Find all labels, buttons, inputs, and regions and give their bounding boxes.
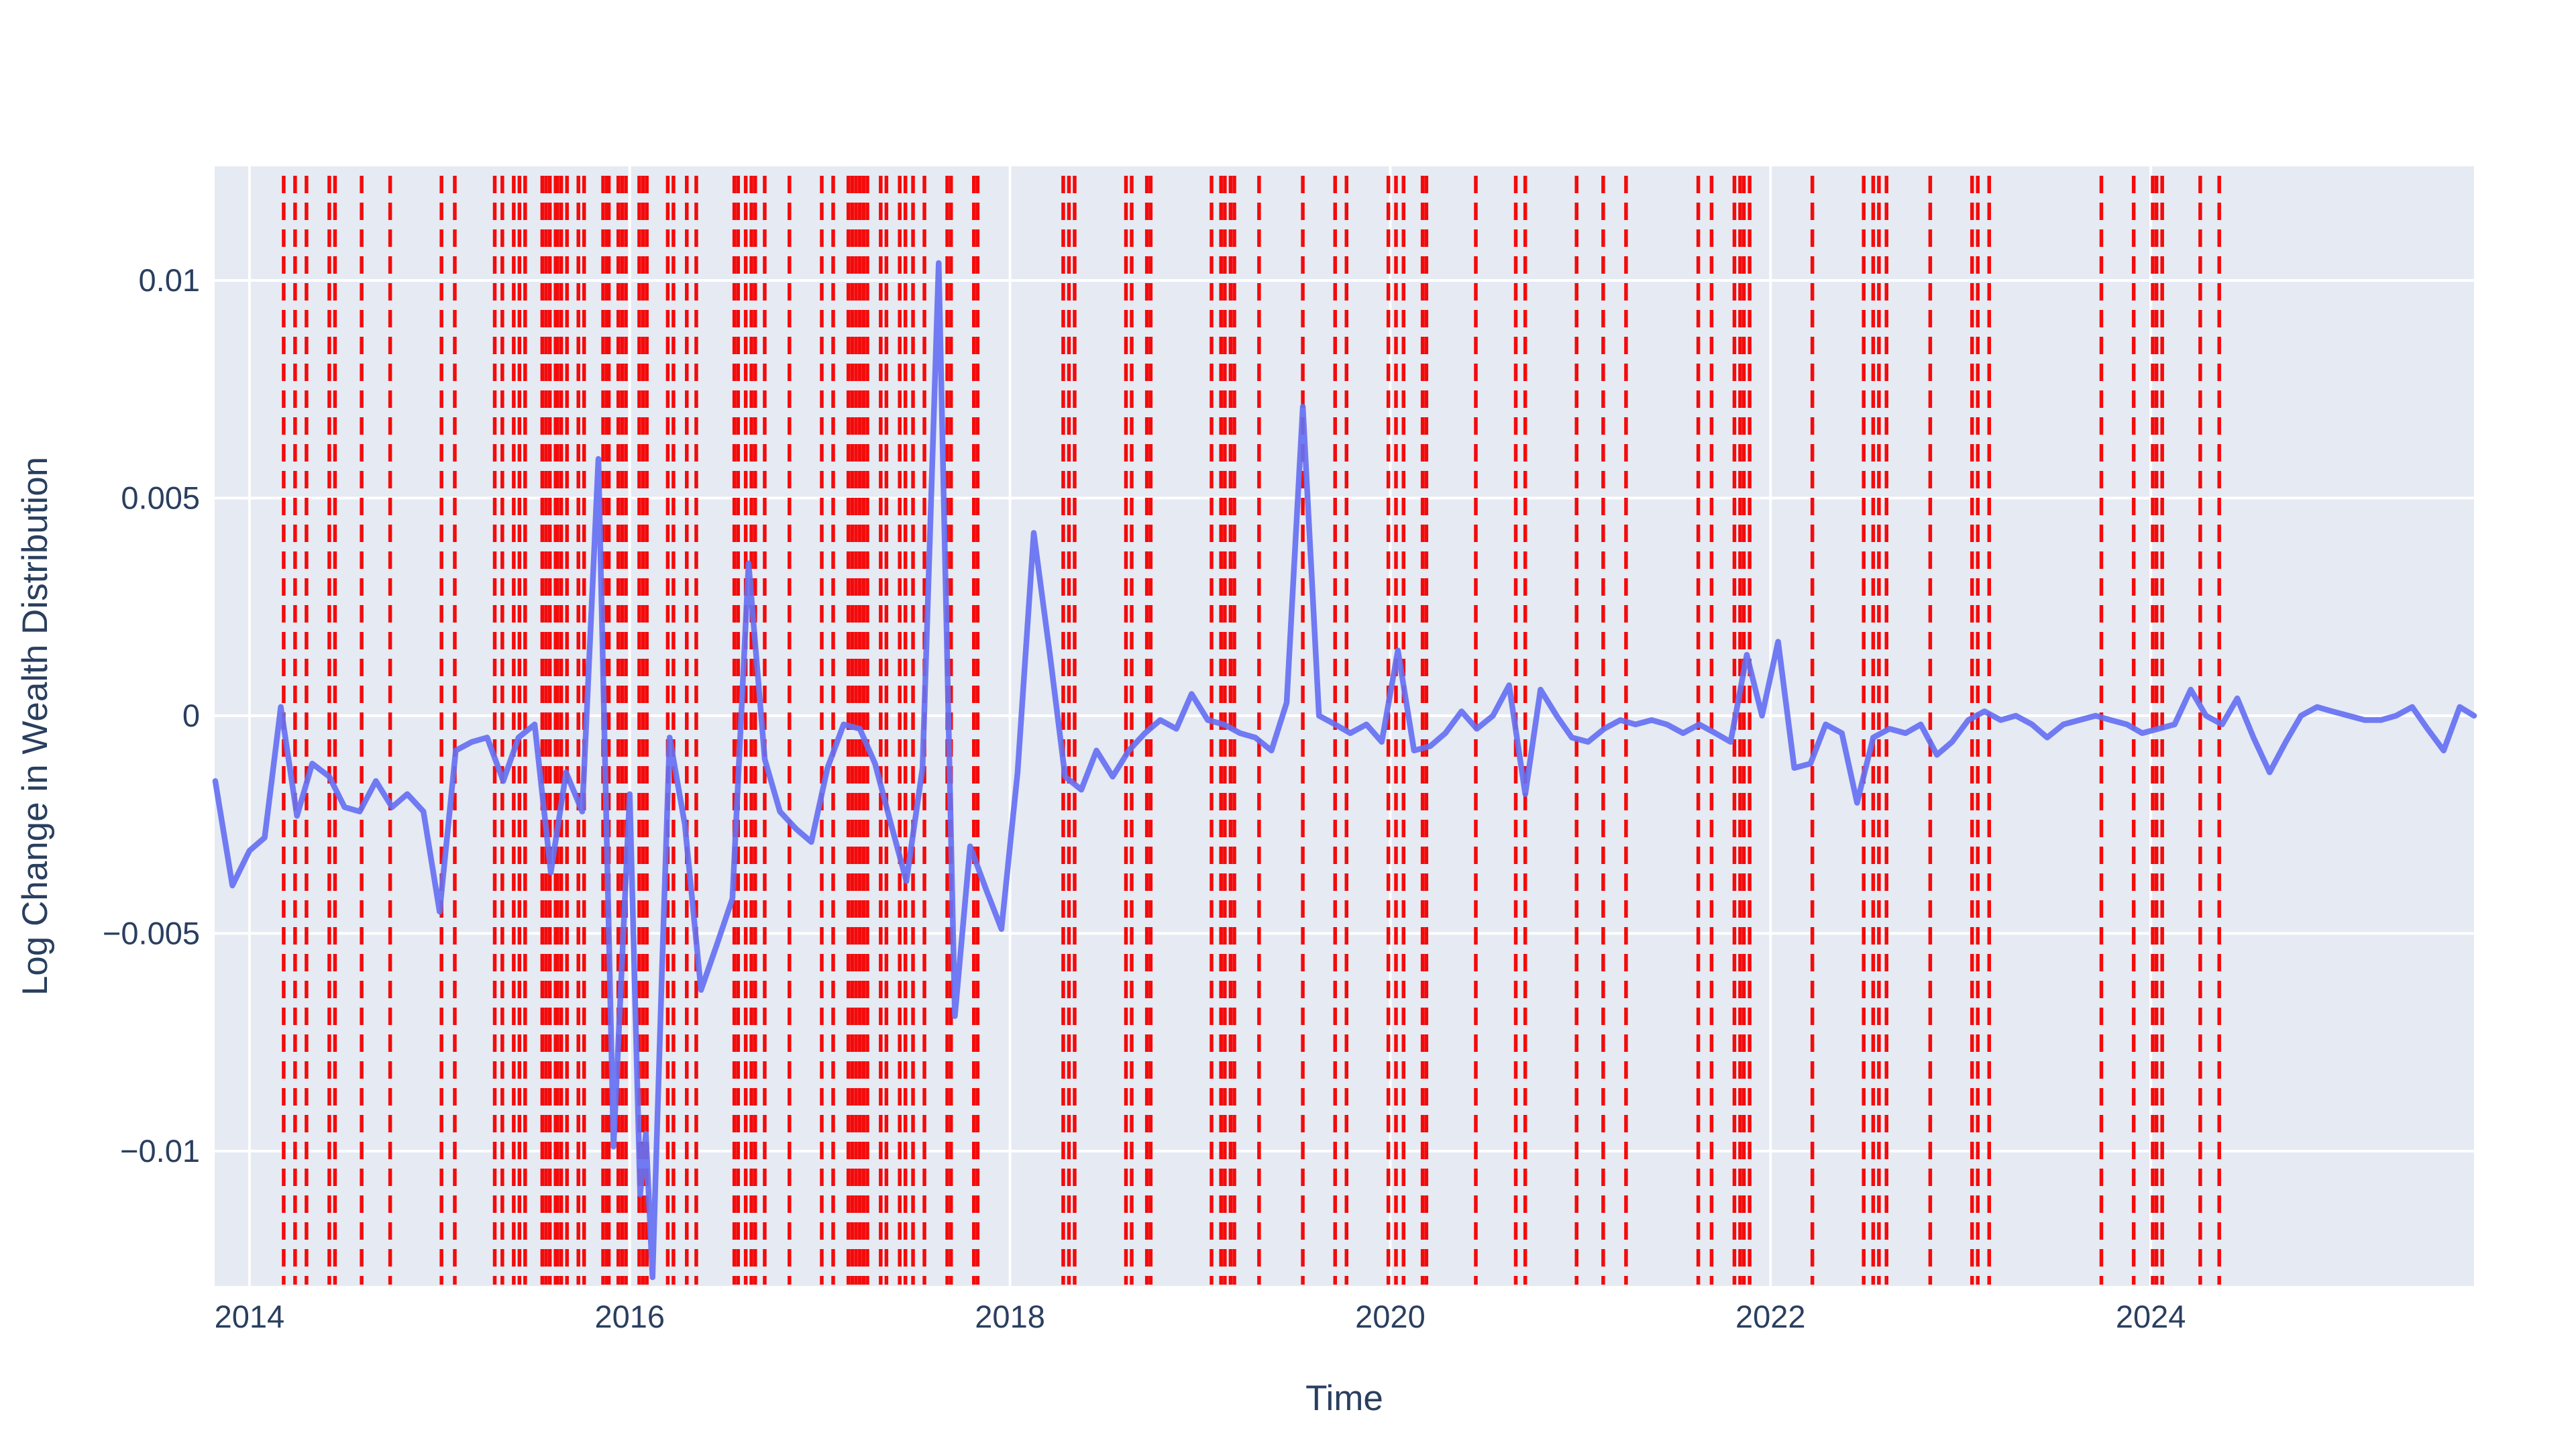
y-tick-0.01: 0.01 <box>139 262 200 298</box>
y-axis-title: Log Change in Wealth Distribution <box>15 457 55 996</box>
plot-area <box>215 166 2474 1286</box>
x-tick-2022: 2022 <box>1735 1299 1806 1334</box>
x-tick-2024: 2024 <box>2116 1299 2186 1334</box>
y-tick-−0.01: −0.01 <box>120 1133 200 1169</box>
x-axis-tick-labels: 2014 2016 2018 2020 2022 2024 <box>215 1299 2186 1334</box>
wealth-series-path <box>212 260 2477 1281</box>
x-tick-2018: 2018 <box>975 1299 1045 1334</box>
wealth-series-line <box>212 260 2477 1281</box>
y-axis-tick-labels: 0.01 0.005 0 −0.005 −0.01 <box>103 262 200 1169</box>
y-tick-−0.005: −0.005 <box>103 915 200 951</box>
gridlines <box>215 166 2474 1286</box>
y-tick-0.005: 0.005 <box>121 480 200 515</box>
y-tick-0: 0 <box>182 698 200 733</box>
x-tick-2016: 2016 <box>594 1299 665 1334</box>
x-tick-2020: 2020 <box>1355 1299 1426 1334</box>
x-axis-title: Time <box>1305 1379 1383 1418</box>
x-tick-2014: 2014 <box>215 1299 285 1334</box>
